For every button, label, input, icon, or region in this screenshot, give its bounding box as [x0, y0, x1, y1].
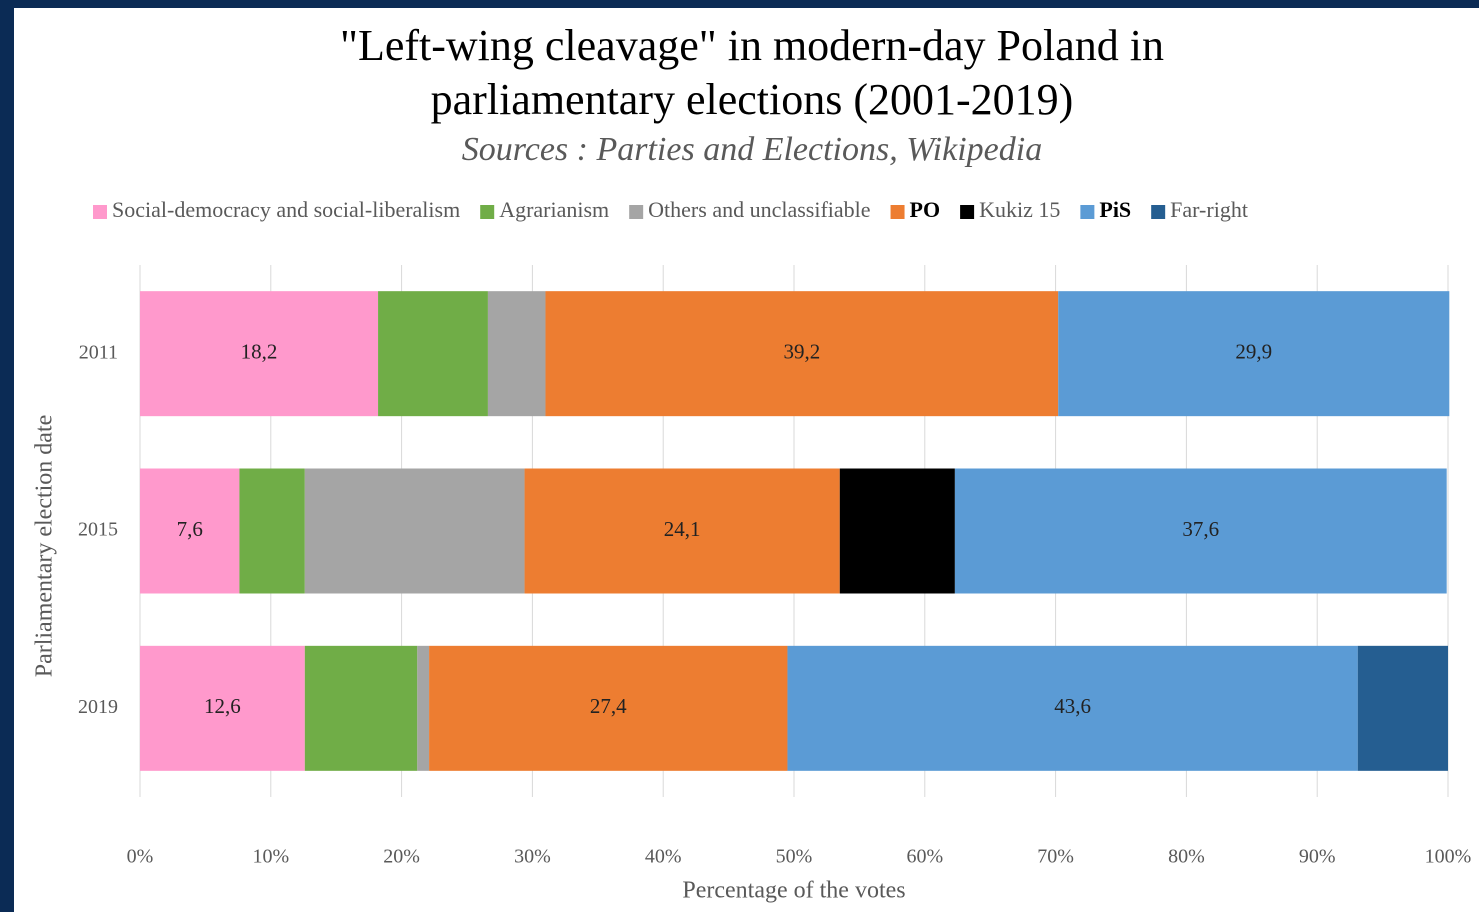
data-label: 39,2: [783, 339, 820, 363]
x-tick-label: 10%: [252, 846, 289, 868]
bar-segment: [839, 468, 955, 594]
data-label: 37,6: [1182, 517, 1219, 541]
x-tick-label: 40%: [645, 846, 682, 868]
bar-segment: [304, 468, 525, 594]
bar-segment: [487, 291, 546, 417]
bar-segment: [1058, 291, 1450, 417]
x-tick-label: 50%: [776, 846, 813, 868]
chart-title: "Left-wing cleavage" in modern-day Polan…: [340, 21, 1164, 70]
x-tick-label: 30%: [514, 846, 551, 868]
legend-label: Agrarianism: [499, 197, 609, 222]
bar-segment: [787, 645, 1358, 771]
legend-swatch: [1151, 205, 1166, 219]
legend-swatch: [960, 205, 975, 219]
bar-segment: [140, 291, 379, 417]
legend-swatch: [890, 205, 905, 219]
bar-segment: [304, 645, 418, 771]
legend-label: Social-democracy and social-liberalism: [112, 197, 460, 222]
data-label: 7,6: [177, 517, 203, 541]
bar-segment: [954, 468, 1447, 594]
x-tick-label: 20%: [383, 846, 420, 868]
x-tick-label: 100%: [1425, 846, 1472, 868]
y-axis-label: Parliamentary election date: [32, 415, 58, 678]
x-axis-label: Percentage of the votes: [682, 878, 905, 904]
legend-label: PiS: [1099, 197, 1131, 222]
x-tick-label: 60%: [906, 846, 943, 868]
bar-segment: [378, 291, 488, 417]
x-tick-label: 0%: [127, 846, 154, 868]
y-tick-label: 2015: [78, 519, 118, 541]
data-label: 43,6: [1054, 694, 1091, 718]
bar-segment: [1357, 645, 1448, 771]
legend-swatch: [1080, 205, 1095, 219]
x-tick-label: 80%: [1168, 846, 1205, 868]
data-label: 27,4: [590, 694, 627, 718]
data-label: 18,2: [241, 339, 278, 363]
bar-segment: [239, 468, 305, 594]
bar-segment: [417, 645, 430, 771]
chart-title: parliamentary elections (2001-2019): [431, 75, 1074, 124]
legend-label: Kukiz 15: [979, 197, 1060, 222]
bar-segment: [429, 645, 788, 771]
data-label: 24,1: [664, 517, 701, 541]
legend-label: Others and unclassifiable: [648, 197, 870, 222]
bar-segment: [140, 468, 240, 594]
y-tick-label: 2019: [78, 696, 118, 718]
legend-swatch: [629, 205, 644, 219]
legend-label: PO: [910, 197, 941, 222]
legend-swatch: [480, 205, 495, 219]
x-tick-label: 90%: [1299, 846, 1336, 868]
legend-label: Far-right: [1170, 197, 1248, 222]
bar-segment: [545, 291, 1059, 417]
bar-segment: [524, 468, 840, 594]
bar-segment: [140, 645, 305, 771]
y-tick-label: 2011: [79, 341, 118, 363]
data-label: 12,6: [204, 694, 241, 718]
chart-subtitle: Sources : Parties and Elections, Wikiped…: [462, 131, 1042, 168]
legend-swatch: [93, 205, 107, 219]
x-tick-label: 70%: [1037, 846, 1074, 868]
data-label: 29,9: [1235, 339, 1272, 363]
